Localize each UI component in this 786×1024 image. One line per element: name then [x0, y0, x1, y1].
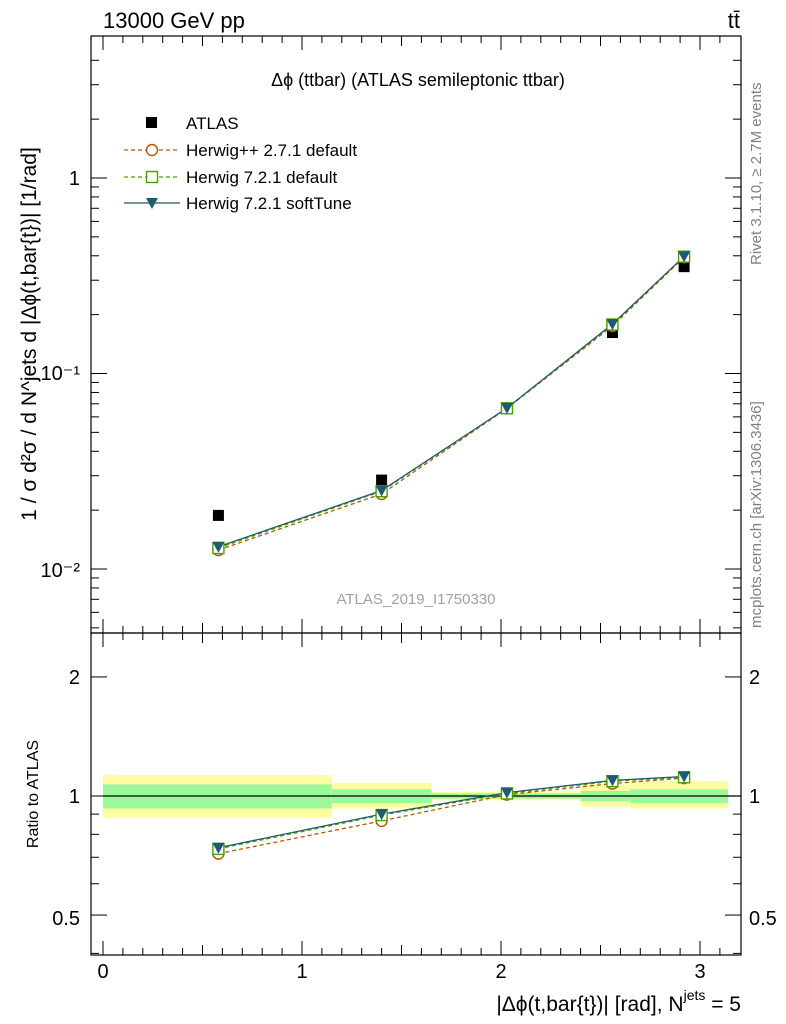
- legend-marker-herwig721: [145, 170, 159, 184]
- analysis-label: ATLAS_2019_I1750330: [336, 591, 495, 608]
- legend-label-atlas: ATLAS: [186, 114, 239, 133]
- legend-entry-herwig721: Herwig 7.2.1 default: [124, 168, 337, 187]
- ratio-y-tick-label-right-0.5: 0.5: [749, 908, 777, 930]
- legend-marker-herwigpp: [145, 143, 159, 157]
- x-tick-labels: 0 1 2 3: [97, 961, 705, 983]
- legend: ATLAS Herwig++ 2.7.1 default Herwig 7.2.…: [124, 114, 357, 213]
- ratio-y-tick-labels-left: 2 1 0.5: [52, 667, 80, 930]
- ratio-y-axis-label: Ratio to ATLAS: [25, 740, 42, 848]
- ratio-y-tick-label-1: 1: [69, 786, 80, 808]
- ratio-y-tick-label-0.5: 0.5: [52, 908, 80, 930]
- ratio-point-s2-1: [375, 809, 388, 821]
- series-line-2: [218, 256, 685, 549]
- data-point-s3-3: [606, 319, 619, 331]
- legend-label-herwigpp: Herwig++ 2.7.1 default: [186, 141, 357, 160]
- main-plot-tick-labels: 10⁻² 10⁻¹ 1: [41, 168, 81, 582]
- mcplots-label: mcplots.cern.ch [arXiv:1306.3436]: [748, 401, 765, 628]
- legend-entry-herwigpp: Herwig++ 2.7.1 default: [124, 141, 357, 160]
- main-plot: Δϕ (ttbar) (ATLAS semileptonic ttbar) 1 …: [18, 35, 742, 634]
- energy-label: 13000 GeV pp: [103, 8, 245, 33]
- x-axis-label-tail: = 5: [705, 993, 741, 1016]
- data-point-s3-4: [678, 251, 691, 263]
- main-y-axis-label: 1 / σ d²σ / d N^jets d |Δϕ(t,bar{t})| [1…: [18, 147, 41, 521]
- legend-label-softtune: Herwig 7.2.1 softTune: [186, 194, 352, 213]
- ratio-y-tick-labels-right: 2 1 0.5: [749, 667, 777, 930]
- ratio-plot: Ratio to ATLAS 2 1 0.5 2 1 0.5 0 1 2 3 |…: [25, 632, 777, 1016]
- data-point-s0-4: [678, 261, 690, 273]
- ratio-plot-frame: [90, 632, 742, 956]
- data-point-s3-1: [375, 485, 388, 497]
- ratio-point-s2-4: [678, 771, 691, 783]
- y-tick-label-1: 1: [69, 168, 80, 190]
- ratio-plot-ticks: [91, 633, 741, 955]
- ratio-point-s2-0: [212, 842, 225, 854]
- data-point-s0-3: [606, 327, 618, 339]
- y-tick-label-0.1: 10⁻¹: [41, 363, 81, 385]
- ratio-y-tick-label-right-1: 1: [749, 786, 760, 808]
- ratio-line-1: [218, 776, 685, 850]
- main-plot-series: [212, 250, 691, 557]
- process-label: tt̄: [728, 8, 740, 33]
- legend-marker-atlas: [146, 117, 157, 128]
- x-tick-label-0: 0: [97, 961, 108, 983]
- legend-entry-atlas: ATLAS: [146, 114, 239, 133]
- x-axis-label-sup: jets: [683, 987, 706, 1003]
- series-line-3: [218, 255, 685, 548]
- x-axis-label-main: |Δϕ(t,bar{t})| [rad], N: [496, 993, 683, 1016]
- legend-marker-softtune: [146, 198, 158, 209]
- y-tick-label-0.01: 10⁻²: [41, 560, 81, 582]
- ratio-y-tick-label-2: 2: [69, 667, 80, 689]
- main-plot-ticks: [91, 36, 741, 633]
- data-point-s3-0: [212, 541, 225, 553]
- ratio-y-tick-label-right-2: 2: [749, 667, 760, 689]
- ratio-point-s2-2: [500, 787, 513, 799]
- main-plot-title: Δϕ (ttbar) (ATLAS semileptonic ttbar): [271, 70, 565, 90]
- legend-label-herwig721: Herwig 7.2.1 default: [186, 168, 337, 187]
- x-tick-label-2: 2: [495, 961, 506, 983]
- x-tick-label-3: 3: [694, 961, 705, 983]
- ratio-series: [212, 771, 691, 860]
- series-line-1: [218, 256, 685, 551]
- data-point-s0-0: [212, 509, 224, 521]
- legend-entry-softtune: Herwig 7.2.1 softTune: [124, 194, 352, 213]
- rivet-label: Rivet 3.1.10, ≥ 2.7M events: [748, 83, 765, 266]
- ratio-point-s2-3: [606, 775, 619, 787]
- data-point-s0-1: [376, 474, 388, 486]
- x-tick-label-1: 1: [296, 961, 307, 983]
- x-axis-label: |Δϕ(t,bar{t})| [rad], Njets = 5: [496, 987, 741, 1016]
- data-point-s3-2: [500, 403, 513, 415]
